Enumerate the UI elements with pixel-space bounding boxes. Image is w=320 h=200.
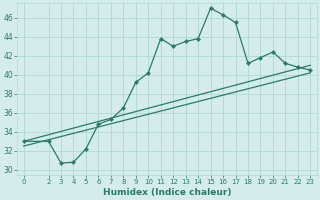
X-axis label: Humidex (Indice chaleur): Humidex (Indice chaleur) (103, 188, 231, 197)
